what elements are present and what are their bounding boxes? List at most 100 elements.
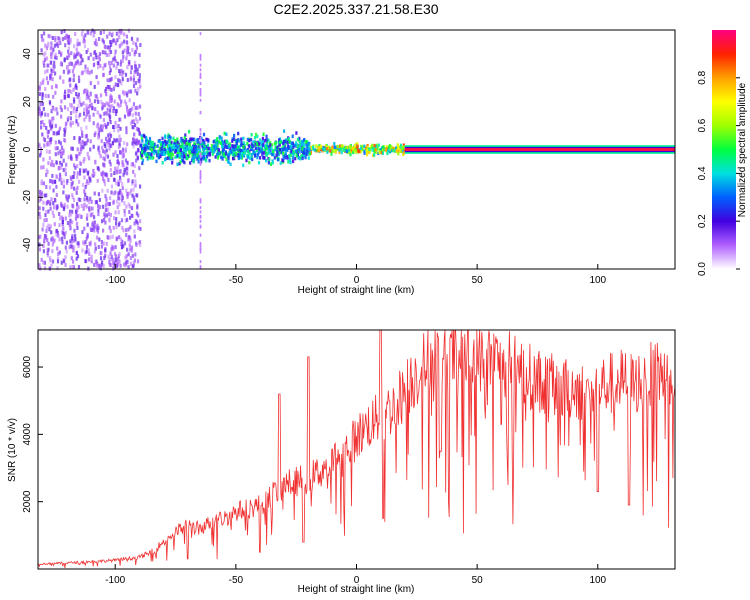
spectrogram-cell bbox=[149, 146, 152, 150]
spectrogram-cell bbox=[290, 149, 293, 153]
spectrogram-cell bbox=[121, 245, 124, 249]
spectrogram-cell bbox=[89, 177, 92, 181]
spectrogram-cell bbox=[228, 143, 231, 148]
spectrogram-cell bbox=[289, 153, 292, 158]
spectrogram-cell bbox=[183, 136, 186, 140]
spectrogram-cell bbox=[225, 145, 229, 149]
spectrogram-cell bbox=[125, 228, 128, 233]
spectrogram-cell bbox=[231, 144, 234, 148]
spectrogram-cell bbox=[132, 144, 135, 149]
spectrogram-cell bbox=[136, 37, 139, 42]
spectrogram-cell bbox=[139, 43, 142, 47]
spectrogram-cell bbox=[108, 64, 112, 69]
spectrogram-cell bbox=[96, 223, 99, 228]
spectrogram-cell bbox=[95, 235, 99, 240]
spectrogram-cell bbox=[144, 149, 147, 153]
spectrogram-cell bbox=[248, 151, 251, 156]
spectrogram-cell bbox=[79, 61, 83, 66]
spectrogram-cell bbox=[286, 140, 289, 145]
spectrogram-cell bbox=[183, 146, 186, 150]
spectrogram-cell bbox=[114, 82, 117, 87]
spectrogram-cell bbox=[94, 246, 97, 251]
spectrogram-cell bbox=[89, 139, 92, 144]
spectrogram-cell bbox=[98, 150, 101, 155]
spectrogram-cell bbox=[128, 204, 131, 209]
spectrogram-cell bbox=[70, 156, 73, 161]
spectrogram-cell bbox=[179, 145, 183, 149]
spectrogram-cell bbox=[72, 97, 76, 102]
spectrogram-cell bbox=[95, 225, 98, 229]
spectrogram-cell bbox=[121, 186, 124, 191]
spectrogram-x-tick-label: -100 bbox=[105, 275, 125, 286]
spectrogram-cell bbox=[42, 136, 46, 141]
spectrogram-cell bbox=[292, 145, 295, 149]
spectrogram-cell bbox=[198, 154, 201, 159]
spectrogram-cell bbox=[45, 228, 48, 233]
spectrogram-cell bbox=[102, 111, 105, 116]
spectrogram-cell bbox=[273, 156, 276, 160]
spectrogram-cell bbox=[214, 139, 217, 143]
spectrogram-cell bbox=[303, 147, 306, 152]
spectrogram-cell bbox=[263, 151, 266, 155]
spectrogram-cell bbox=[362, 144, 365, 149]
spectrogram-cell bbox=[74, 54, 77, 59]
spectrogram-cell bbox=[87, 200, 90, 205]
spectrogram-cell bbox=[83, 175, 86, 180]
spectrogram-cell bbox=[75, 114, 78, 119]
spectrogram-cell bbox=[201, 145, 204, 149]
spectrogram-cell bbox=[100, 99, 103, 104]
spectrogram-cell bbox=[120, 191, 123, 196]
spectrogram-cell bbox=[133, 164, 136, 169]
spectrogram-cell bbox=[39, 146, 42, 151]
spectrogram-cell bbox=[178, 153, 181, 157]
spectrogram-cell bbox=[141, 158, 145, 163]
spectrogram-cell bbox=[78, 213, 81, 218]
spectrogram-cell bbox=[228, 150, 231, 155]
spectrogram-cell bbox=[388, 145, 391, 150]
spectrogram-cell bbox=[254, 132, 258, 137]
spectrogram-cell bbox=[317, 148, 320, 153]
spectrogram-cell bbox=[89, 92, 92, 97]
spectrogram-cell bbox=[100, 262, 103, 267]
spectrogram-cell bbox=[42, 52, 45, 57]
spectrogram-cell bbox=[105, 200, 108, 205]
spectrogram-cell bbox=[69, 209, 72, 214]
spectrogram-cell bbox=[76, 94, 79, 99]
spectrogram-cell bbox=[63, 205, 66, 210]
spectrogram-cell bbox=[119, 175, 122, 180]
spectrogram-cell bbox=[43, 123, 46, 128]
spectrogram-cell bbox=[229, 162, 232, 166]
spectrogram-cell bbox=[184, 133, 187, 137]
spectrogram-cell bbox=[44, 43, 47, 48]
spectrogram-cell bbox=[180, 158, 184, 162]
spectrogram-cell bbox=[139, 243, 142, 248]
spectrogram-cell bbox=[142, 150, 145, 154]
spectrogram-cell bbox=[121, 77, 124, 82]
spectrogram-cell bbox=[132, 119, 135, 123]
spectrogram-cell bbox=[128, 51, 131, 56]
spectrogram-cell bbox=[90, 259, 93, 264]
spectrogram-cell bbox=[85, 182, 88, 187]
spectrogram-cell bbox=[138, 166, 141, 171]
spectrogram-cell bbox=[110, 173, 113, 177]
spectrogram-cell bbox=[291, 134, 294, 138]
spectrogram-cell bbox=[99, 256, 103, 261]
spectrogram-cell bbox=[73, 136, 76, 140]
spectrogram-cell bbox=[76, 171, 79, 176]
spectrogram-cell bbox=[333, 141, 336, 146]
spectrogram-cell bbox=[90, 254, 93, 259]
spectrogram-cell bbox=[162, 140, 165, 145]
spectrogram-cell bbox=[131, 48, 134, 52]
spectrogram-cell bbox=[57, 166, 60, 171]
spectrogram-cell bbox=[93, 228, 96, 233]
spectrogram-cell bbox=[75, 83, 78, 88]
spectrogram-cell bbox=[86, 70, 89, 75]
spectrogram-cell bbox=[97, 147, 100, 152]
spectrogram-cell bbox=[62, 179, 66, 184]
spectrogram-cell bbox=[291, 156, 295, 160]
spectrogram-cell bbox=[55, 184, 58, 189]
colorbar-tick-label: 0.0 bbox=[697, 262, 708, 276]
spectrogram-cell bbox=[59, 141, 62, 146]
spectrogram-cell bbox=[85, 141, 88, 146]
